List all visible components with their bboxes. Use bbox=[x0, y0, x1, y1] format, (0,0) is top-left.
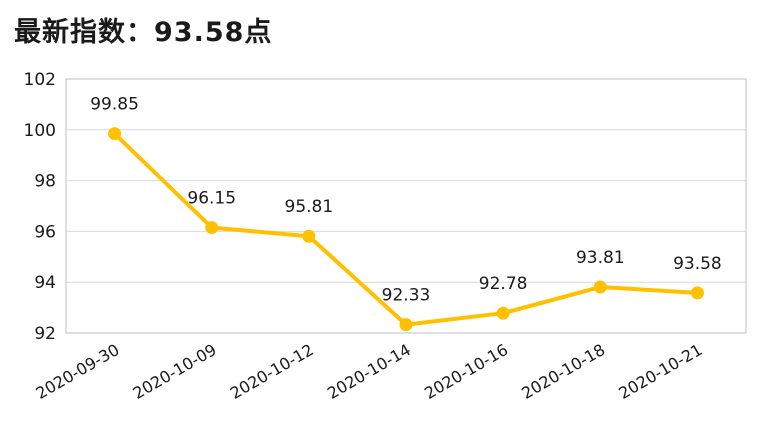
y-tick-label: 96 bbox=[34, 222, 56, 242]
y-tick-label: 92 bbox=[34, 324, 56, 344]
data-point bbox=[205, 221, 219, 235]
data-label: 92.33 bbox=[382, 286, 431, 306]
x-tick-label: 2020-09-30 bbox=[33, 340, 123, 403]
y-tick-label: 94 bbox=[34, 273, 56, 293]
y-axis-tick-labels: 92 94 96 98 100 102 bbox=[24, 70, 56, 344]
data-point bbox=[399, 318, 413, 332]
x-tick-label: 2020-10-18 bbox=[518, 340, 608, 403]
data-labels: 99.85 96.15 95.81 92.33 92.78 93.81 93.58 bbox=[90, 95, 722, 306]
data-label: 93.81 bbox=[576, 248, 625, 268]
data-point bbox=[593, 280, 607, 294]
x-tick-label: 2020-10-21 bbox=[615, 340, 705, 403]
data-label: 93.58 bbox=[673, 254, 722, 274]
data-point bbox=[108, 127, 122, 141]
data-point bbox=[302, 229, 316, 243]
data-label: 95.81 bbox=[285, 197, 334, 217]
x-axis-tick-labels: 2020-09-30 2020-10-09 2020-10-12 2020-10-14… bbox=[33, 340, 706, 403]
data-point bbox=[690, 286, 704, 300]
x-tick-label: 2020-10-14 bbox=[324, 340, 414, 403]
x-tick-label: 2020-10-16 bbox=[421, 340, 511, 403]
gridlines bbox=[66, 129, 746, 283]
data-label: 96.15 bbox=[187, 189, 236, 209]
x-tick-label: 2020-10-12 bbox=[227, 340, 317, 403]
data-points bbox=[108, 127, 704, 332]
chart-title: 最新指数：93.58点 bbox=[14, 17, 273, 48]
data-point bbox=[496, 306, 510, 320]
data-label: 92.78 bbox=[479, 274, 528, 294]
y-tick-label: 102 bbox=[24, 70, 56, 90]
y-tick-label: 100 bbox=[24, 121, 56, 141]
x-tick-label: 2020-10-09 bbox=[130, 340, 220, 403]
y-tick-label: 98 bbox=[34, 172, 56, 192]
plot-area-frame bbox=[65, 78, 747, 334]
data-label: 99.85 bbox=[90, 95, 139, 115]
